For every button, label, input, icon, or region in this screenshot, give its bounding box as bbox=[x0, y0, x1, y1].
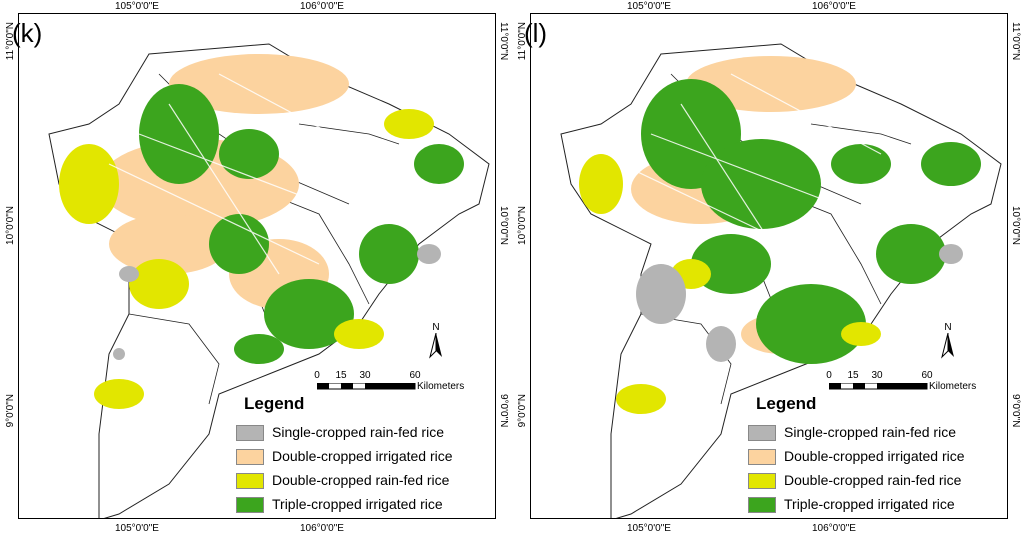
lon-tick-top-105: 105°0'0"E bbox=[115, 1, 159, 12]
single-rainfed-areas bbox=[113, 244, 441, 360]
scale-tick-0: 0 bbox=[826, 370, 832, 381]
legend-label: Double-cropped irrigated rice bbox=[784, 448, 965, 464]
lat-tick-left-10: 10°0'0"N bbox=[517, 206, 528, 245]
legend-label: Double-cropped rain-fed rice bbox=[272, 472, 450, 488]
legend-swatch bbox=[236, 449, 264, 465]
legend-label: Single-cropped rain-fed rice bbox=[272, 424, 444, 440]
legend-item: Triple-cropped irrigated rice bbox=[236, 494, 486, 516]
panel-label: (k) bbox=[12, 18, 43, 48]
triple-irrigated-areas bbox=[641, 79, 981, 364]
lon-tick-bottom-106: 106°0'0"E bbox=[300, 523, 344, 534]
canal-lines bbox=[620, 73, 882, 275]
rice-map bbox=[560, 43, 1002, 518]
scale-tick-60: 60 bbox=[409, 370, 421, 381]
scale-tick-30: 30 bbox=[359, 370, 371, 381]
map-frame bbox=[530, 13, 1008, 519]
lon-tick-top-106: 106°0'0"E bbox=[300, 1, 344, 12]
double-rainfed-areas bbox=[59, 109, 434, 409]
lat-tick-right-9: 9°0'0"N bbox=[1010, 394, 1021, 428]
lon-tick-bottom-106: 106°0'0"E bbox=[812, 523, 856, 534]
legend-swatch bbox=[748, 497, 776, 513]
legend-item: Single-cropped rain-fed rice bbox=[236, 422, 486, 444]
scale-tick-60: 60 bbox=[921, 370, 933, 381]
legend-swatch bbox=[236, 473, 264, 489]
legend-label: Single-cropped rain-fed rice bbox=[784, 424, 956, 440]
rice-map bbox=[48, 43, 490, 518]
legend-item: Triple-cropped irrigated rice bbox=[748, 494, 998, 516]
lat-tick-right-10: 10°0'0"N bbox=[1010, 206, 1021, 245]
map-panel-k: 105°0'0"E 106°0'0"E 105°0'0"E 106°0'0"E … bbox=[5, 1, 509, 534]
legend-item: Double-cropped rain-fed rice bbox=[748, 470, 998, 492]
north-arrow-label: N bbox=[944, 322, 952, 333]
scale-tick-0: 0 bbox=[314, 370, 320, 381]
north-arrow-icon bbox=[941, 333, 954, 359]
legend-label: Double-cropped irrigated rice bbox=[272, 448, 453, 464]
legend-swatch bbox=[748, 425, 776, 441]
lat-tick-right-10: 10°0'0"N bbox=[498, 206, 509, 245]
legend-swatch bbox=[748, 473, 776, 489]
north-arrow-label: N bbox=[432, 322, 440, 333]
double-rainfed-areas bbox=[579, 154, 881, 414]
north-arrow: N bbox=[426, 322, 446, 362]
single-rainfed-areas bbox=[636, 244, 963, 362]
lat-tick-left-9: 9°0'0"N bbox=[5, 394, 16, 428]
north-arrow-icon bbox=[429, 333, 442, 359]
legend-label: Double-cropped rain-fed rice bbox=[784, 472, 962, 488]
lat-tick-left-10: 10°0'0"N bbox=[5, 206, 16, 245]
scale-unit: Kilometers bbox=[417, 381, 465, 392]
legend: Legend Single-cropped rain-fed rice Doub… bbox=[236, 394, 486, 520]
lon-tick-top-105: 105°0'0"E bbox=[627, 1, 671, 12]
legend-swatch bbox=[748, 449, 776, 465]
lon-tick-bottom-105: 105°0'0"E bbox=[627, 523, 671, 534]
legend-swatch bbox=[236, 425, 264, 441]
canal-lines bbox=[108, 73, 370, 275]
legend: Legend Single-cropped rain-fed rice Doub… bbox=[748, 394, 998, 520]
legend-item: Double-cropped irrigated rice bbox=[236, 446, 486, 468]
legend-item: Double-cropped rain-fed rice bbox=[236, 470, 486, 492]
triple-irrigated-areas bbox=[139, 84, 464, 364]
lon-tick-top-106: 106°0'0"E bbox=[812, 1, 856, 12]
lat-tick-right-11: 11°0'0"N bbox=[498, 22, 509, 61]
legend-item: Single-cropped rain-fed rice bbox=[748, 422, 998, 444]
scale-unit: Kilometers bbox=[929, 381, 977, 392]
lon-tick-bottom-105: 105°0'0"E bbox=[115, 523, 159, 534]
legend-label: Triple-cropped irrigated rice bbox=[272, 496, 443, 512]
north-arrow: N bbox=[938, 322, 958, 362]
legend-item: Double-cropped irrigated rice bbox=[748, 446, 998, 468]
map-frame bbox=[18, 13, 496, 519]
legend-title: Legend bbox=[756, 394, 817, 413]
legend-title: Legend bbox=[244, 394, 305, 413]
scale-tick-15: 15 bbox=[335, 370, 347, 381]
panel-label: (l) bbox=[524, 18, 548, 48]
legend-swatch bbox=[236, 497, 264, 513]
legend-label: Triple-cropped irrigated rice bbox=[784, 496, 955, 512]
scale-bar: 0 15 30 60 Kilometers bbox=[312, 370, 482, 400]
scale-bar-graphic bbox=[317, 383, 416, 390]
map-panel-l: 105°0'0"E 106°0'0"E 105°0'0"E 106°0'0"E … bbox=[512, 0, 1024, 537]
lat-tick-right-9: 9°0'0"N bbox=[498, 394, 509, 428]
scale-bar-graphic bbox=[829, 383, 928, 390]
scale-tick-30: 30 bbox=[871, 370, 883, 381]
lat-tick-right-11: 11°0'0"N bbox=[1010, 22, 1021, 61]
scale-tick-15: 15 bbox=[847, 370, 859, 381]
lat-tick-left-9: 9°0'0"N bbox=[517, 394, 528, 428]
scale-bar: 0 15 30 60 Kilometers bbox=[824, 370, 994, 400]
